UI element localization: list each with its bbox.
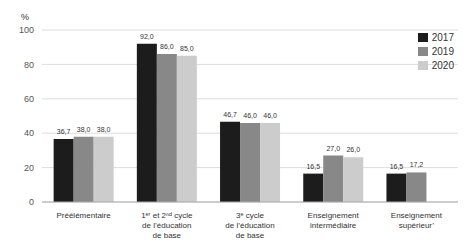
svg-text:Enseignementintermédiaire: Enseignementintermédiaire <box>308 211 360 230</box>
svg-text:92,0: 92,0 <box>140 33 154 40</box>
svg-text:86,0: 86,0 <box>160 43 174 50</box>
svg-text:%: % <box>21 12 29 22</box>
svg-text:20: 20 <box>24 163 34 173</box>
svg-text:46,0: 46,0 <box>263 112 277 119</box>
svg-text:26,0: 26,0 <box>346 146 360 153</box>
svg-text:Enseignementsupérieur’: Enseignementsupérieur’ <box>391 211 443 230</box>
svg-text:100: 100 <box>19 25 34 35</box>
svg-text:1ᵉʳ et 2ⁿᵈ cyclede l’éducation: 1ᵉʳ et 2ⁿᵈ cyclede l’éducationde base <box>141 211 193 240</box>
svg-text:16,5: 16,5 <box>390 163 404 170</box>
svg-text:38,0: 38,0 <box>97 126 111 133</box>
svg-text:3ᵉ cyclede l’éducationde base: 3ᵉ cyclede l’éducationde base <box>225 211 274 240</box>
html-text:2019: 2019 <box>431 46 454 57</box>
svg-text:40: 40 <box>24 128 34 138</box>
svg-text:80: 80 <box>24 60 34 70</box>
svg-text:17,2: 17,2 <box>410 161 424 168</box>
svg-text:60: 60 <box>24 94 34 104</box>
svg-text:46,0: 46,0 <box>243 112 257 119</box>
svg-text:16,5: 16,5 <box>306 163 320 170</box>
svg-text:38,0: 38,0 <box>77 126 91 133</box>
html-text:2020: 2020 <box>431 60 454 71</box>
svg-text:0: 0 <box>29 197 34 207</box>
html-text:2017: 2017 <box>431 32 454 43</box>
svg-text:36,7: 36,7 <box>57 128 71 135</box>
svg-text:46,7: 46,7 <box>223 111 237 118</box>
svg-text:27,0: 27,0 <box>326 145 340 152</box>
svg-text:Préélémentaire: Préélémentaire <box>56 211 111 220</box>
svg-text:85,0: 85,0 <box>180 45 194 52</box>
